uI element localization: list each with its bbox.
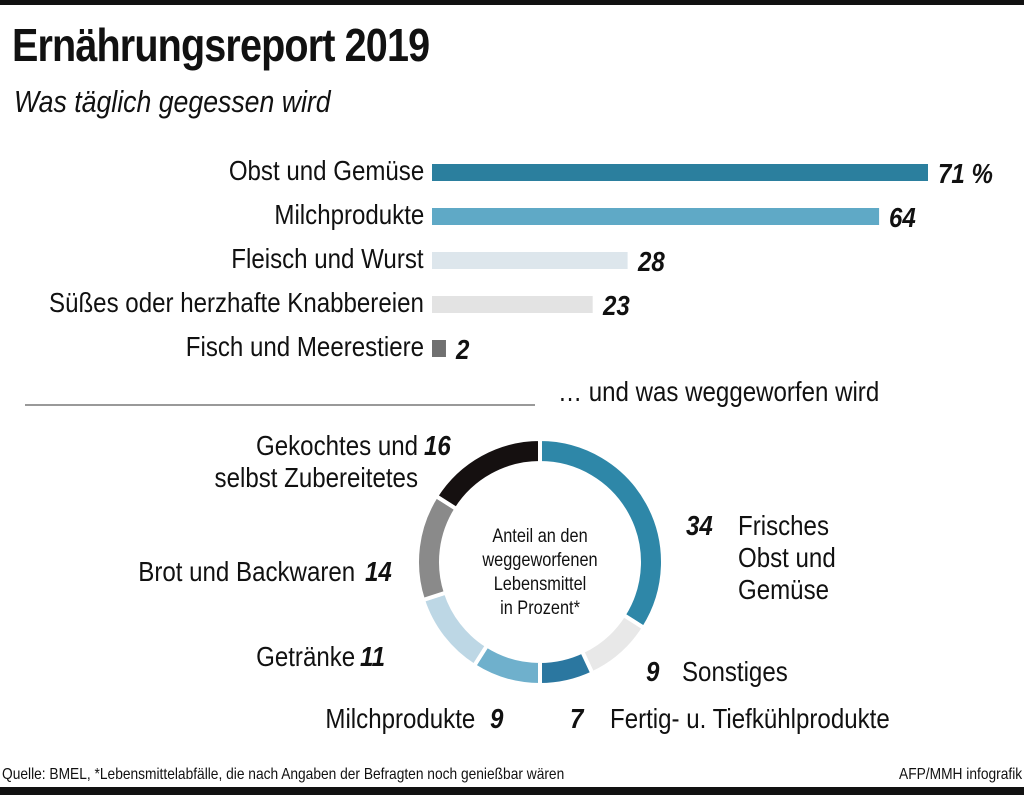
donut-value-label: 7 — [570, 703, 584, 734]
donut-value-label: 9 — [490, 703, 504, 734]
donut-slice — [415, 493, 460, 603]
donut-slice — [579, 612, 647, 676]
bar-value-label: 2 — [455, 334, 470, 365]
bottom-border — [0, 787, 1024, 795]
donut-category-label: Gekochtes und selbst Zubereitetes — [214, 430, 418, 493]
donut-category-label: Frisches Obst und Gemüse — [738, 510, 836, 605]
bar — [432, 296, 593, 313]
donut-slice — [433, 436, 542, 512]
bar — [432, 252, 628, 269]
bar-value-label: 64 — [889, 202, 916, 233]
bar-category-label: Fisch und Meerestiere — [185, 331, 424, 362]
donut-center-label: Lebensmittel — [494, 573, 587, 594]
bar — [432, 208, 880, 225]
donut-value-label: 14 — [365, 556, 392, 587]
donut-value-label: 34 — [686, 510, 713, 541]
bar-category-label: Fleisch und Wurst — [231, 243, 424, 274]
bar-category-label: Süßes oder herzhafte Knabbereien — [49, 287, 424, 318]
donut-category-label: Sonstiges — [682, 656, 788, 687]
bar-value-label: 23 — [602, 290, 630, 321]
bar-category-label: Milchprodukte — [274, 199, 424, 230]
top-border — [0, 0, 1024, 5]
bar-category-label: Obst und Gemüse — [228, 155, 424, 186]
donut-category-label: Getränke — [255, 641, 355, 672]
donut-slice — [420, 590, 490, 669]
donut-center-label: in Prozent* — [500, 597, 580, 618]
section2-title: … und was weggeworfen wird — [558, 376, 880, 407]
bar-value-label: 28 — [637, 246, 665, 277]
bar — [432, 164, 928, 181]
bar — [432, 340, 446, 357]
bar-value-label: 71 % — [938, 158, 993, 189]
donut-category-label: Fertig- u. Tiefkühlprodukte — [610, 703, 890, 734]
chart-subtitle: Was täglich gegessen wird — [14, 84, 331, 119]
donut-category-label: Brot und Backwaren — [138, 556, 355, 587]
donut-category-label: Milchprodukte — [325, 703, 475, 734]
donut-center-label: Anteil an den — [492, 525, 587, 546]
chart-title: Ernährungsreport 2019 — [12, 19, 430, 71]
donut-value-label: 16 — [424, 430, 451, 461]
footer-source: Quelle: BMEL, *Lebensmittelabfälle, die … — [2, 766, 565, 783]
donut-value-label: 9 — [646, 656, 660, 687]
footer-credit: AFP/MMH infografik — [898, 766, 1022, 783]
donut-value-label: 11 — [360, 641, 386, 672]
donut-slice — [538, 648, 596, 688]
donut-center-label: weggeworfenen — [481, 549, 597, 570]
